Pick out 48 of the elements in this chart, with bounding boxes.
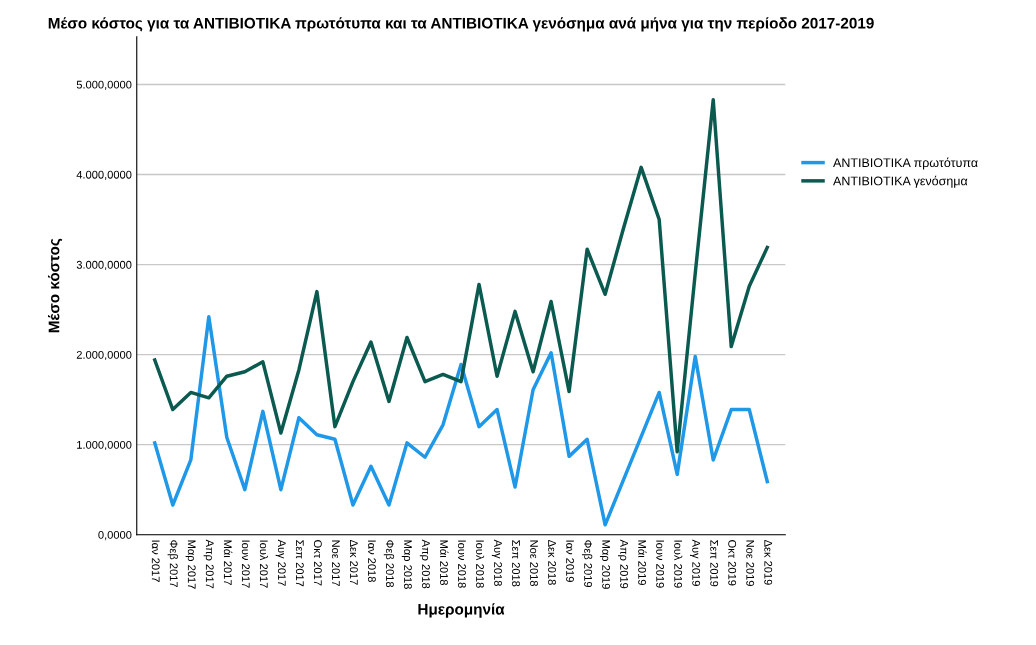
x-tick-label: Μαρ 2019 — [599, 540, 611, 589]
x-tick-label: Απρ 2018 — [419, 539, 430, 589]
x-tick-label: Φεβ 2018 — [383, 540, 395, 588]
x-tick-label: Μάι 2017 — [223, 540, 233, 585]
x-tick-label: Αυγ 2018 — [491, 539, 502, 586]
y-tick-label: 3.000,0000 — [76, 260, 132, 271]
x-tick-label: Μάι 2018 — [440, 540, 449, 586]
x-tick-label: Ιαν 2018 — [367, 540, 376, 582]
x-tick-label: Φεβ 2019 — [581, 540, 593, 588]
x-tick-label: Ιουλ 2019 — [674, 540, 683, 588]
x-tick-label: Ιαν 2019 — [566, 540, 574, 582]
x-tick-label: Αυγ 2017 — [275, 539, 286, 586]
x-tick-label: Δεκ 2019 — [764, 539, 773, 585]
y-tick-label: 2.000,0000 — [76, 350, 132, 361]
y-axis-title: Μέσο κόστος — [47, 238, 63, 333]
x-axis-title: Ημερομηνία — [418, 603, 505, 618]
x-tick-label: Σεπ 2019 — [710, 540, 719, 587]
x-tick-label: Ιουλ 2018 — [476, 540, 485, 588]
x-tick-label: Απρ 2019 — [617, 539, 629, 589]
x-tick-label: Ιαν 2017 — [151, 540, 160, 582]
x-tick-label: Νοε 2018 — [530, 540, 538, 587]
x-tick-label: Ιουν 2019 — [656, 540, 665, 588]
legend-label: ANTIBIOTIKA πρωτότυπα — [833, 157, 978, 170]
chart-title: Μέσο κόστος για τα ANTIBIOTIKA πρωτότυπα και τα ANTIBIOTIKA γενόσημα ανά μήνα για την περίοδο 2017-2019 — [48, 17, 874, 32]
x-tick-label: Ιουλ 2017 — [259, 540, 269, 588]
legend-label: ANTIBIOTIKA γενόσημα — [833, 175, 968, 188]
x-tick-label: Μαρ 2017 — [185, 540, 196, 589]
x-tick-label: Οκτ 2017 — [313, 540, 322, 586]
y-tick-label: 4.000,0000 — [76, 170, 132, 180]
x-tick-label: Ιουν 2018 — [458, 540, 466, 588]
x-tick-label: Απρ 2017 — [203, 539, 214, 589]
x-tick-label: Δεκ 2017 — [349, 539, 358, 585]
y-tick-label: 1.000,0000 — [77, 440, 132, 451]
x-tick-label: Νοε 2019 — [746, 540, 755, 586]
line-series — [153, 315, 770, 527]
x-tick-label: Οκτ 2019 — [728, 540, 737, 586]
x-tick-label: Δεκ 2018 — [548, 539, 556, 585]
x-tick-label: Φεβ 2017 — [167, 540, 178, 588]
x-tick-label: Αυγ 2019 — [690, 539, 701, 586]
x-tick-label: Νοε 2017 — [331, 540, 340, 586]
x-tick-label: Σεπ 2018 — [512, 540, 520, 587]
x-tick-label: Μαρ 2018 — [401, 540, 412, 589]
x-tick-label: Σεπ 2017 — [295, 540, 304, 587]
x-tick-label: Μάι 2019 — [638, 540, 647, 585]
line-series — [153, 98, 770, 454]
y-tick-label: 5.000,0000 — [76, 80, 132, 90]
y-tick-label: 0,0000 — [98, 530, 132, 541]
x-tick-label: Ιουν 2017 — [241, 540, 250, 588]
